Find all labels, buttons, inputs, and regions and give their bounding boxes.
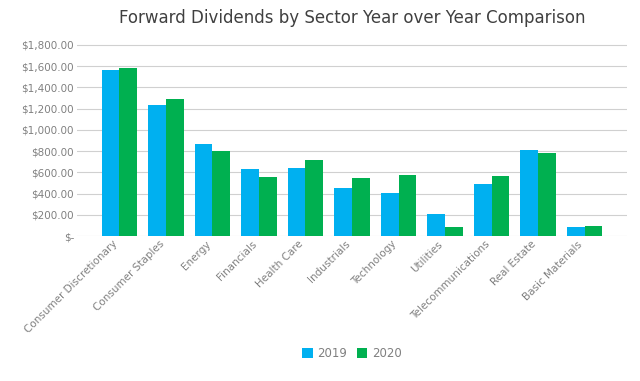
Bar (102, 70, 120, 236)
Bar (352, 178, 370, 236)
Bar (120, 68, 137, 236)
Bar (492, 176, 509, 236)
Bar (399, 174, 416, 236)
Bar (241, 169, 259, 236)
Bar (520, 150, 538, 236)
Bar (305, 160, 323, 236)
Bar (259, 177, 276, 236)
Bar (166, 99, 184, 236)
Title: Forward Dividends by Sector Year over Year Comparison: Forward Dividends by Sector Year over Ye… (119, 9, 585, 27)
Bar (445, 227, 463, 236)
Bar (212, 151, 230, 236)
Legend: 2019, 2020: 2019, 2020 (302, 347, 402, 360)
Bar (474, 184, 492, 236)
Bar (381, 193, 399, 236)
Bar (195, 144, 212, 236)
Bar (334, 188, 352, 236)
Bar (288, 168, 305, 236)
Bar (567, 227, 584, 236)
Bar (584, 226, 602, 236)
Bar (148, 105, 166, 236)
Bar (428, 215, 445, 236)
Bar (538, 153, 556, 236)
